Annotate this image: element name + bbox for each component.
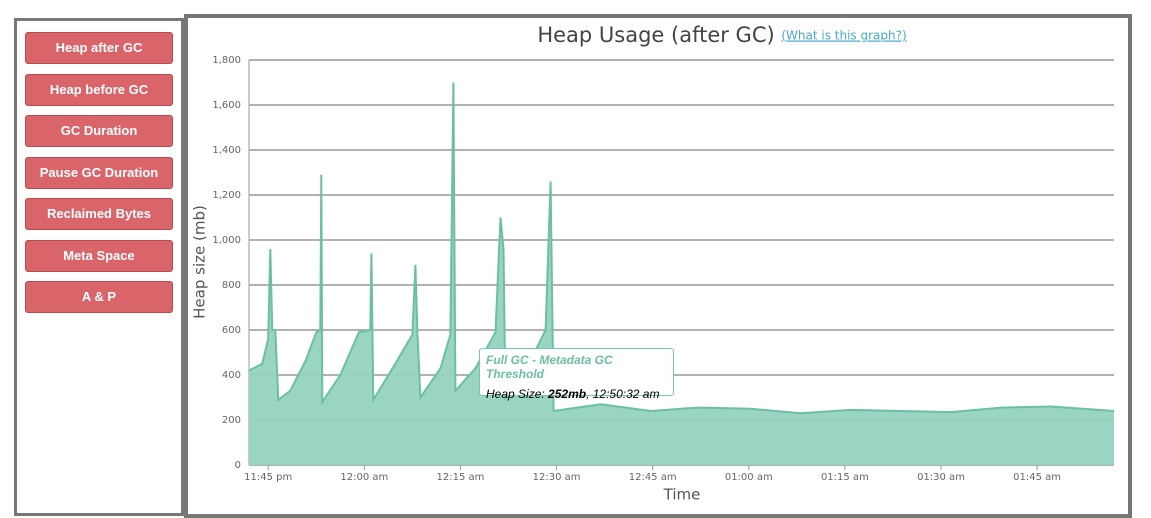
x-tick-label: 12:45 am — [629, 472, 677, 483]
x-tick-label: 01:45 am — [1013, 472, 1061, 483]
chart-panel — [184, 14, 1132, 518]
y-axis-label: Heap size (mb) — [191, 205, 209, 319]
tooltip-value: 252mb — [548, 387, 587, 401]
x-tick-label: 01:30 am — [917, 472, 965, 483]
y-tick-label: 1,800 — [212, 55, 241, 66]
x-axis-label: Time — [663, 486, 701, 504]
tooltip: Full GC - Metadata GC Threshold Heap Siz… — [479, 348, 674, 401]
sidebar: Heap after GC Heap before GC GC Duration Pa… — [14, 18, 185, 516]
x-tick-label: 12:30 am — [533, 472, 581, 483]
nav-button[interactable]: Pause GC Duration — [25, 156, 173, 189]
nav-button[interactable]: A & P — [25, 281, 173, 313]
area-line — [248, 82, 1115, 415]
x-tick-label: 11:45 pm — [244, 472, 292, 483]
x-tick-label: 01:00 am — [725, 472, 773, 483]
y-tick-label: 1,200 — [212, 190, 241, 201]
nav-button[interactable]: Heap after GC — [25, 32, 173, 64]
x-tick-label: 12:15 am — [437, 472, 485, 483]
y-tick-label: 800 — [222, 280, 241, 291]
area — [249, 82, 1114, 465]
y-tick-label: 1,400 — [212, 145, 241, 156]
chart-title: Heap Usage (after GC) — [537, 23, 774, 47]
tooltip-time: , 12:50:32 am — [586, 387, 660, 401]
y-tick-label: 200 — [222, 415, 241, 426]
y-tick-label: 400 — [222, 370, 241, 381]
y-tick-label: 1,000 — [212, 235, 241, 246]
y-tick-label: 1,600 — [212, 100, 241, 111]
y-tick-label: 600 — [222, 325, 241, 336]
nav-button[interactable]: Heap before GC — [25, 73, 173, 106]
x-tick-label: 12:00 am — [340, 472, 388, 483]
nav-button[interactable]: Meta Space — [25, 239, 173, 272]
x-tick-label: 01:15 am — [821, 472, 869, 483]
help-link[interactable]: (What is this graph?) — [781, 29, 906, 43]
tooltip-body: Heap Size: 252mb, 12:50:32 am — [486, 387, 667, 401]
tooltip-label: Heap Size: — [486, 387, 549, 401]
nav-button[interactable]: Reclaimed Bytes — [25, 198, 173, 230]
nav-button[interactable]: GC Duration — [25, 115, 173, 147]
tooltip-title: Full GC - Metadata GC Threshold — [486, 353, 613, 381]
y-tick-label: 0 — [235, 460, 241, 471]
